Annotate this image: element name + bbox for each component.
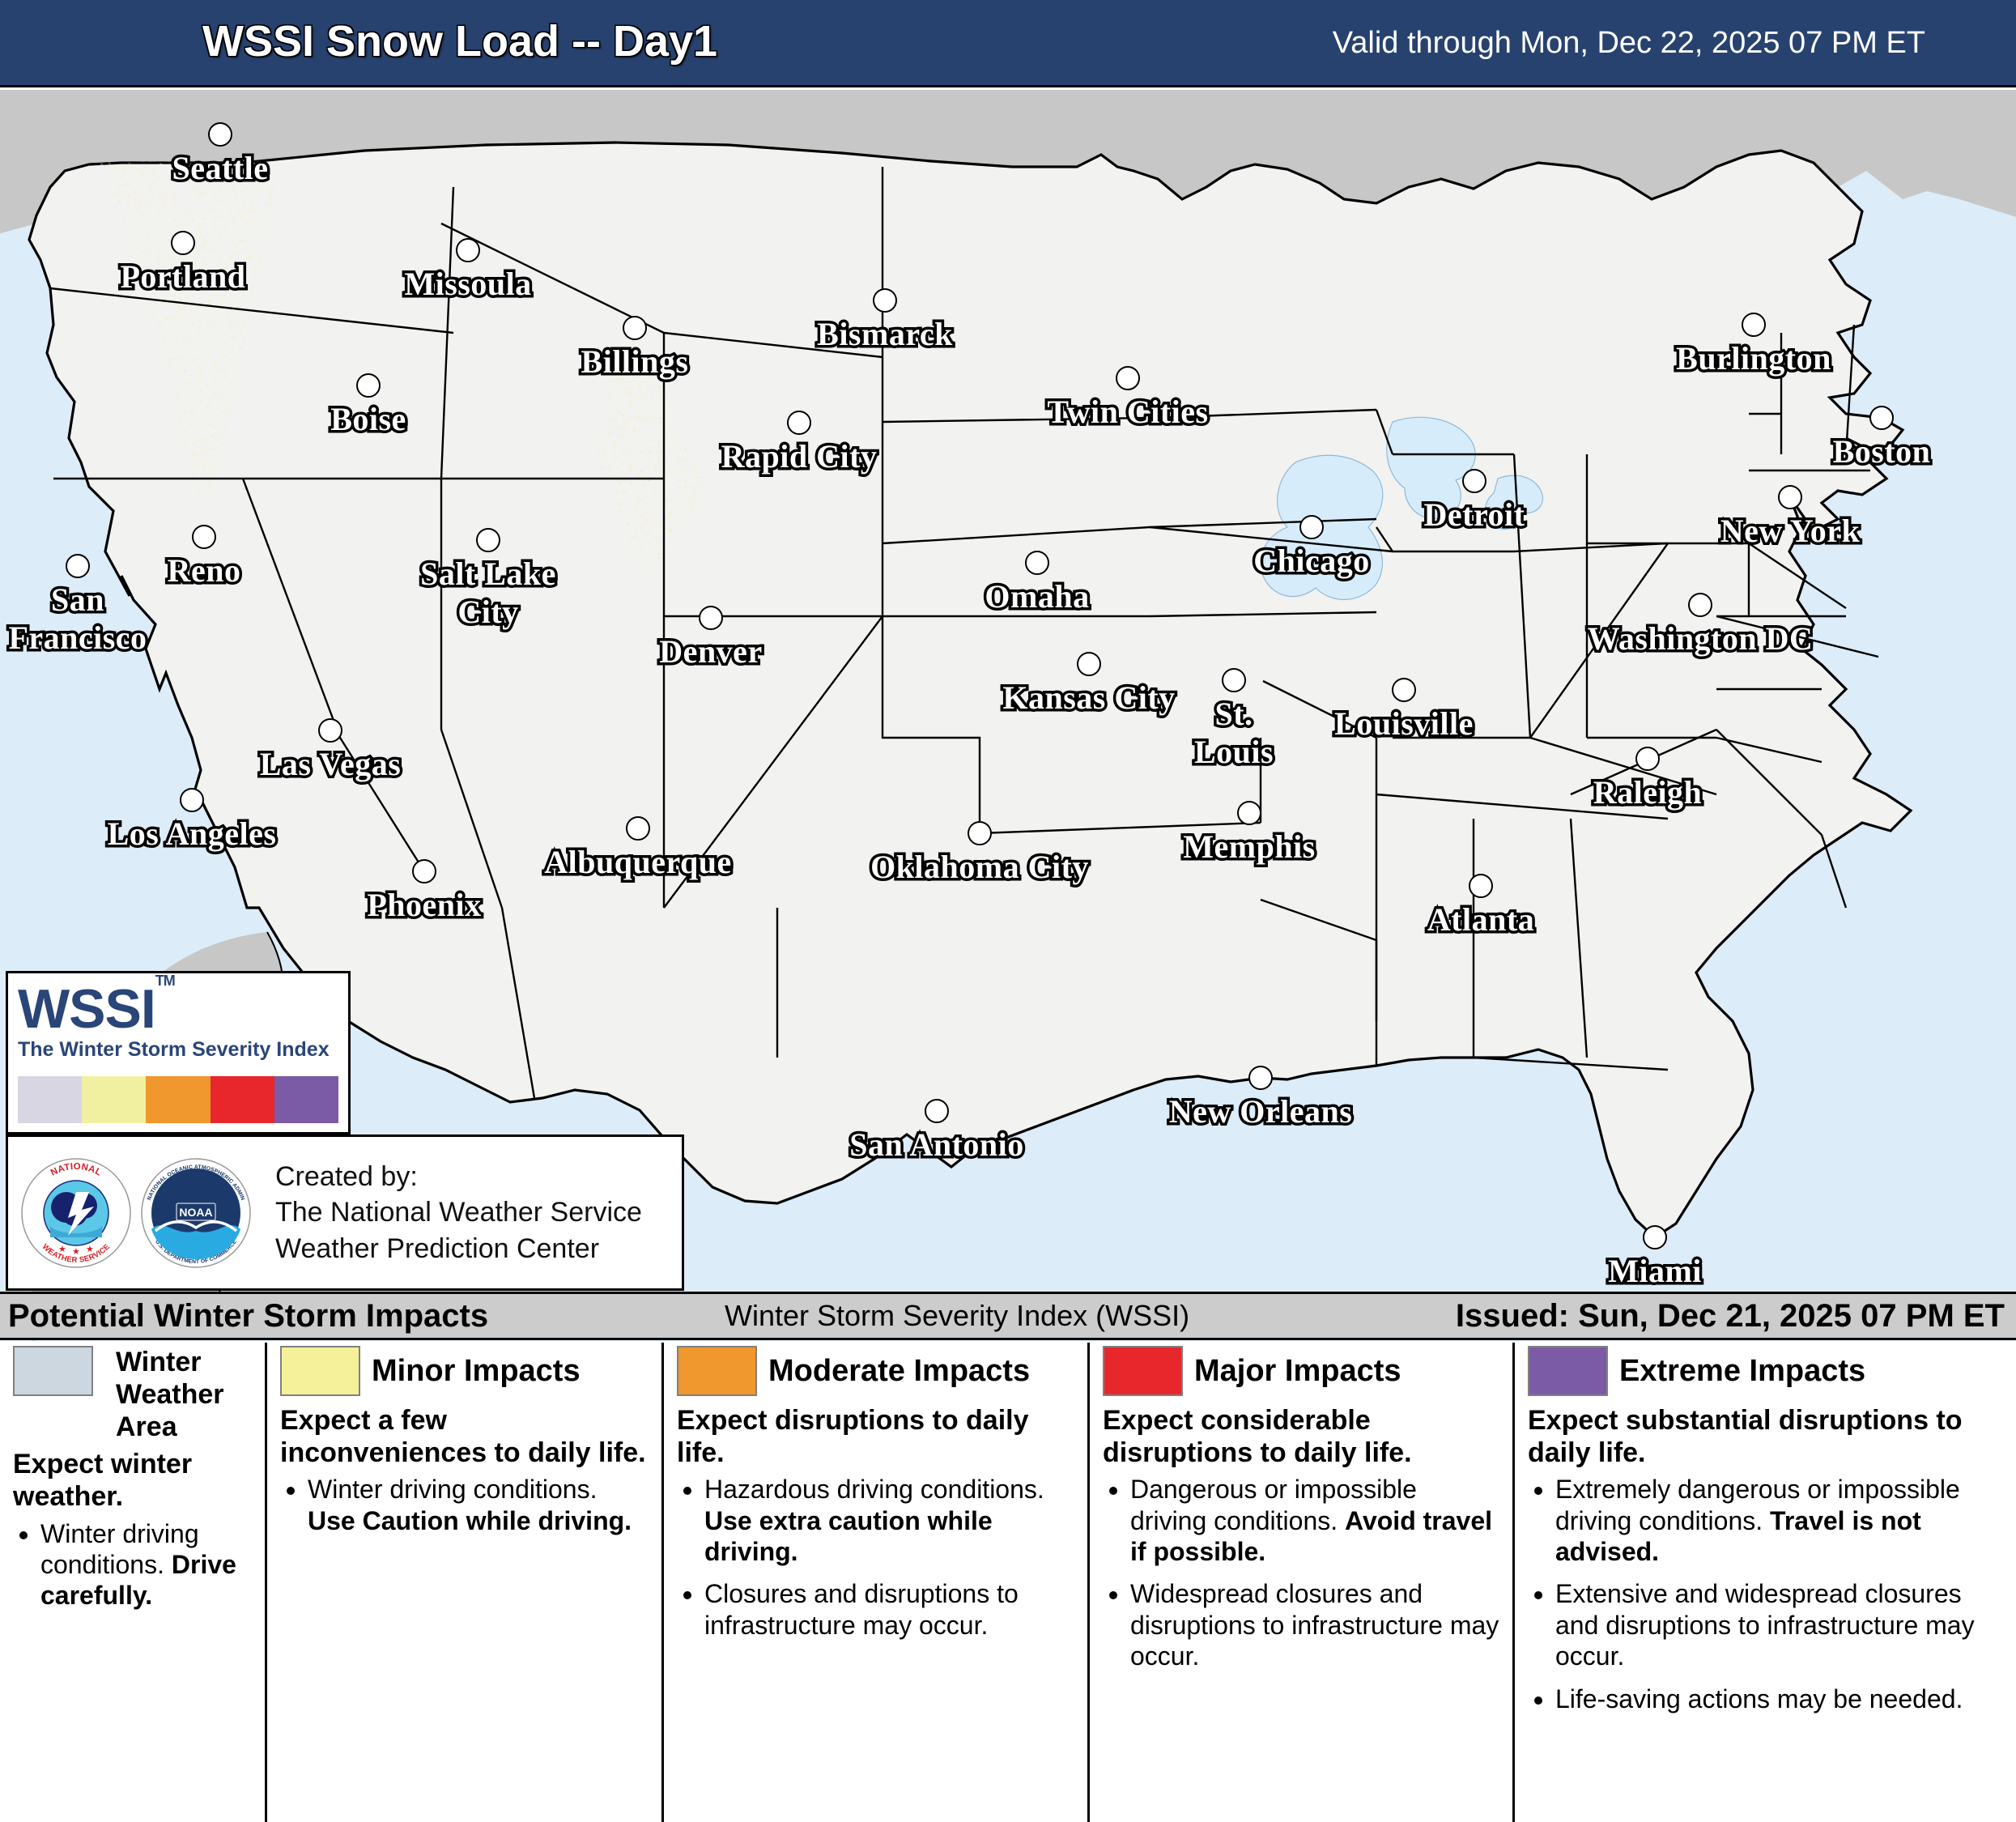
svg-text:★: ★ bbox=[72, 1247, 80, 1257]
svg-text:★: ★ bbox=[58, 1245, 66, 1254]
svg-text:★: ★ bbox=[86, 1245, 94, 1254]
svg-text:NOAA: NOAA bbox=[179, 1206, 212, 1219]
